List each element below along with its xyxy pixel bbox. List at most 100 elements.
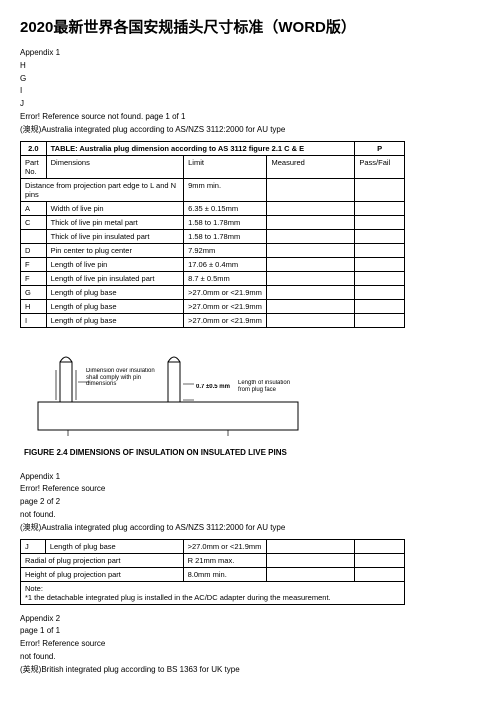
cell-pf [355,243,405,257]
col-pf: Pass/Fail [355,155,405,178]
cell-dim: Thick of live pin insulated part [46,229,183,243]
line-appendix1: Appendix 1 [20,47,484,60]
table-row: Radial of plug projection part R 21mm ma… [21,553,405,567]
fig-label-1: Dimension over insulation shall comply w… [86,368,156,388]
table-row: Height of plug projection part 8.0mm min… [21,567,405,581]
cell-limit: 17.06 ± 0.4mm [184,257,267,271]
cell-dim: Length of plug base [46,285,183,299]
cell-note: Note: *1 the detachable integrated plug … [21,581,405,604]
line-notfound: not found. [20,509,484,522]
cell-dim: Length of plug base [46,313,183,327]
table-row: J Length of plug base >27.0mm or <21.9mm [21,539,405,553]
cell-pf [355,201,405,215]
figure-caption: FIGURE 2.4 DIMENSIONS OF INSULATION ON I… [24,448,480,457]
cell-pf [355,553,405,567]
line-au-spec: (澳规)Australia integrated plug according … [20,124,484,137]
cell-limit: 8.0mm min. [183,567,267,581]
table-row: Thick of live pin insulated part1.58 to … [21,229,405,243]
line-notfound2: not found. [20,651,484,664]
note-2: *1 the detachable integrated plug is ins… [25,593,400,602]
figure-2-4: Dimension over insulation shall comply w… [20,336,484,463]
cell-radial: Radial of plug projection part [21,553,184,567]
table-au-dimensions: 2.0 TABLE: Australia plug dimension acco… [20,141,405,328]
cell-pf [355,215,405,229]
table-header-row: 2.0 TABLE: Australia plug dimension acco… [21,141,405,155]
cell-limit: 1.58 to 1.78mm [184,229,267,243]
hdr-title: TABLE: Australia plug dimension accordin… [46,141,355,155]
cell-limit: 8.7 ± 0.5mm [184,271,267,285]
cell-id: H [21,299,47,313]
figure-diagram: Dimension over insulation shall comply w… [28,342,308,442]
cell-limit: >27.0mm or <21.9mm [183,539,267,553]
cell-meas [267,257,355,271]
table-row: CThick of live pin metal part1.58 to 1.7… [21,215,405,229]
table-note-row: Note: *1 the detachable integrated plug … [21,581,405,604]
cell-limit: 1.58 to 1.78mm [184,215,267,229]
cell-pf [355,271,405,285]
cell-id: I [21,313,47,327]
col-meas: Measured [267,155,355,178]
line-appendix1b: Appendix 1 [20,471,484,484]
line-appendix2: Appendix 2 [20,613,484,626]
cell-pf [355,178,405,201]
cell-pf [355,539,405,553]
top-text-block: Appendix 1 H G I J Error! Reference sour… [20,47,484,137]
line-error2: Error! Reference source [20,483,484,496]
line-j: J [20,98,484,111]
cell-limit: >27.0mm or <21.9mm [184,299,267,313]
cell-meas [267,271,355,285]
cell-dim: Thick of live pin metal part [46,215,183,229]
table-row: Distance from projection part edge to L … [21,178,405,201]
cell-dim: Length of plug base [46,299,183,313]
cell-dim: Length of plug base [45,539,183,553]
line-page1: page 1 of 1 [20,625,484,638]
cell-dim: Length of live pin insulated part [46,271,183,285]
cell-pf [355,257,405,271]
table-row: DPin center to plug center7.92mm [21,243,405,257]
cell-dim: Width of live pin [46,201,183,215]
cell-meas [267,215,355,229]
cell-limit: 7.92mm [184,243,267,257]
cell-meas [267,201,355,215]
cell-pf [355,299,405,313]
table-row: GLength of plug base>27.0mm or <21.9mm [21,285,405,299]
cell-meas [267,285,355,299]
cell-dim: Pin center to plug center [46,243,183,257]
note-1: Note: [25,584,400,593]
line-page2: page 2 of 2 [20,496,484,509]
cell-limit: R 21mm max. [183,553,267,567]
fig-label-2: 0.7 ±0.5 mm [196,384,236,390]
cell-id: C [21,215,47,229]
mid-text-block: Appendix 1 Error! Reference source page … [20,471,484,535]
col-dim: Dimensions [46,155,183,178]
col-limit: Limit [184,155,267,178]
cell-id: D [21,243,47,257]
cell-id: F [21,271,47,285]
cell-pf [355,285,405,299]
table-row: HLength of plug base>27.0mm or <21.9mm [21,299,405,313]
cell-limit: 9mm min. [184,178,267,201]
cell-dist: Distance from projection part edge to L … [21,178,184,201]
cell-id: J [21,539,46,553]
table-row: AWidth of live pin6.35 ± 0.15mm [21,201,405,215]
bottom-text-block: Appendix 2 page 1 of 1 Error! Reference … [20,613,484,677]
table-subheader-row: Part No. Dimensions Limit Measured Pass/… [21,155,405,178]
cell-pf [355,313,405,327]
line-au-spec2: (澳规)Australia integrated plug according … [20,522,484,535]
cell-meas [267,553,355,567]
cell-meas [267,229,355,243]
cell-meas [267,299,355,313]
fig-label-3: Length of insulation from plug face [238,380,300,393]
cell-id: F [21,257,47,271]
line-error: Error! Reference source not found. page … [20,111,484,124]
cell-id: G [21,285,47,299]
cell-meas [267,243,355,257]
line-h: H [20,60,484,73]
hdr-no: 2.0 [21,141,47,155]
line-i: I [20,85,484,98]
line-g: G [20,73,484,86]
col-partno: Part No. [21,155,47,178]
line-error3: Error! Reference source [20,638,484,651]
cell-meas [267,539,355,553]
cell-limit: >27.0mm or <21.9mm [184,285,267,299]
